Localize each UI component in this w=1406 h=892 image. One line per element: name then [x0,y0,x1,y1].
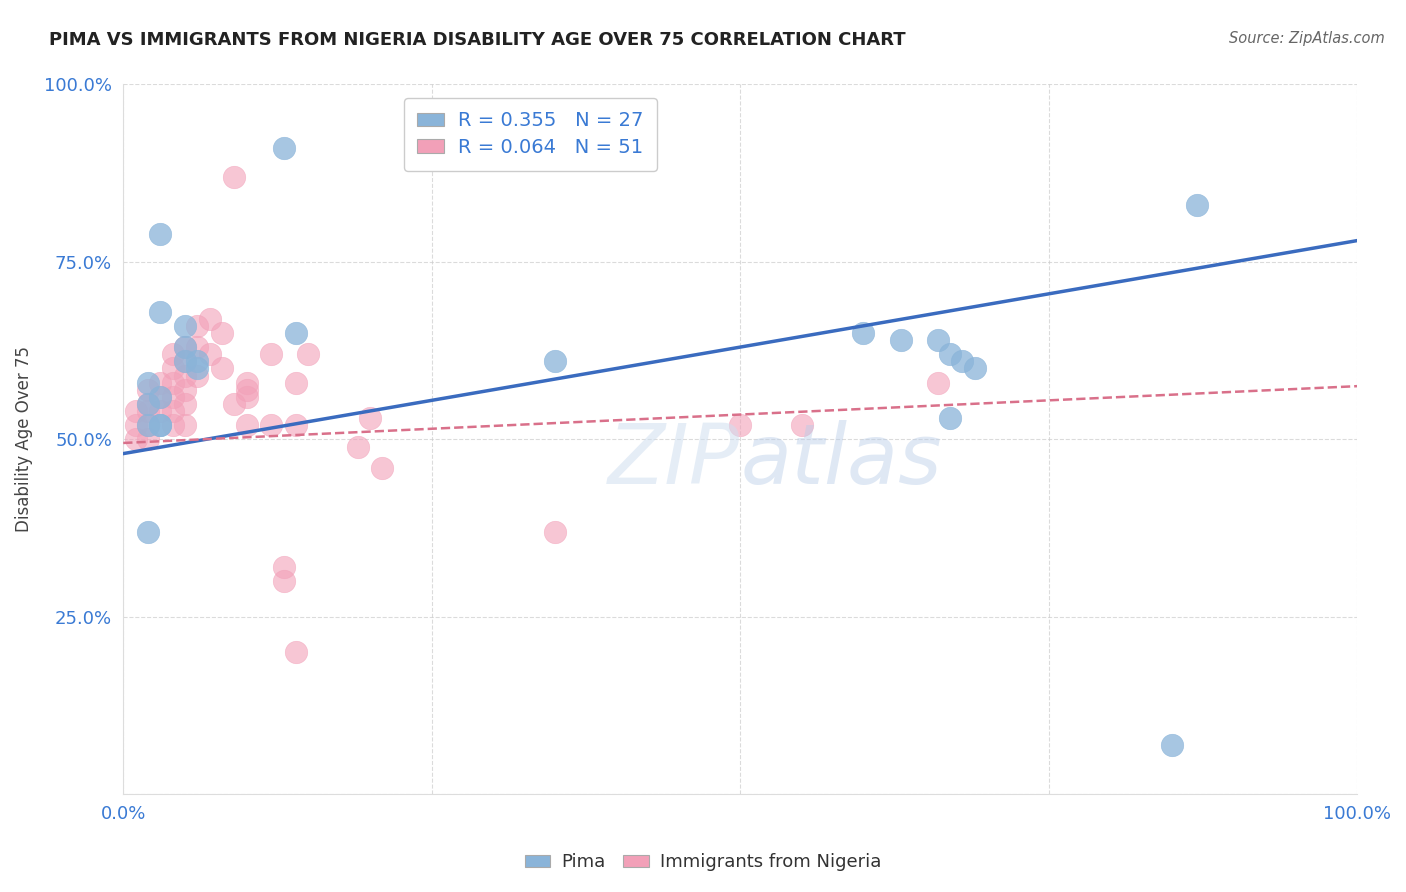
Point [359,411,381,425]
Point [149,376,172,390]
Point [939,347,962,361]
Point [149,418,172,433]
Point [224,397,246,411]
Point [273,560,295,574]
Point [162,404,184,418]
Y-axis label: Disability Age Over 75: Disability Age Over 75 [15,346,32,533]
Point [544,354,567,368]
Point [346,440,368,454]
Point [728,418,751,433]
Point [162,418,184,433]
Point [124,418,146,433]
Point [174,368,197,383]
Point [284,376,307,390]
Point [136,524,159,539]
Point [273,141,295,155]
Point [174,340,197,354]
Point [852,326,875,340]
Point [211,326,233,340]
Point [174,354,197,368]
Point [235,418,257,433]
Point [235,390,257,404]
Point [149,390,172,404]
Point [211,361,233,376]
Point [149,418,172,433]
Point [136,433,159,447]
Point [927,376,949,390]
Point [136,397,159,411]
Point [174,354,197,368]
Point [790,418,813,433]
Point [235,383,257,397]
Point [162,347,184,361]
Point [260,347,283,361]
Point [186,361,208,376]
Point [186,368,208,383]
Point [963,361,986,376]
Point [198,347,221,361]
Point [224,169,246,184]
Point [284,418,307,433]
Point [186,340,208,354]
Point [544,524,567,539]
Point [162,390,184,404]
Text: atlas: atlas [740,420,942,501]
Point [186,318,208,333]
Text: PIMA VS IMMIGRANTS FROM NIGERIA DISABILITY AGE OVER 75 CORRELATION CHART: PIMA VS IMMIGRANTS FROM NIGERIA DISABILI… [49,31,905,49]
Point [149,304,172,318]
Point [284,326,307,340]
Point [124,404,146,418]
Point [927,333,949,347]
Point [149,390,172,404]
Point [297,347,319,361]
Text: ZIP: ZIP [609,420,740,501]
Legend: R = 0.355   N = 27, R = 0.064   N = 51: R = 0.355 N = 27, R = 0.064 N = 51 [404,98,657,170]
Point [124,433,146,447]
Point [260,418,283,433]
Point [174,340,197,354]
Point [950,354,973,368]
Point [174,397,197,411]
Point [235,376,257,390]
Point [162,376,184,390]
Point [198,311,221,326]
Point [371,460,394,475]
Point [939,411,962,425]
Text: Source: ZipAtlas.com: Source: ZipAtlas.com [1229,31,1385,46]
Point [136,376,159,390]
Point [149,227,172,241]
Legend: Pima, Immigrants from Nigeria: Pima, Immigrants from Nigeria [517,847,889,879]
Point [136,418,159,433]
Point [174,383,197,397]
Point [889,333,911,347]
Point [186,354,208,368]
Point [174,418,197,433]
Point [174,318,197,333]
Point [273,574,295,589]
Point [136,404,159,418]
Point [136,397,159,411]
Point [136,418,159,433]
Point [1161,738,1184,752]
Point [136,383,159,397]
Point [1185,198,1208,212]
Point [162,361,184,376]
Point [149,404,172,418]
Point [284,645,307,659]
